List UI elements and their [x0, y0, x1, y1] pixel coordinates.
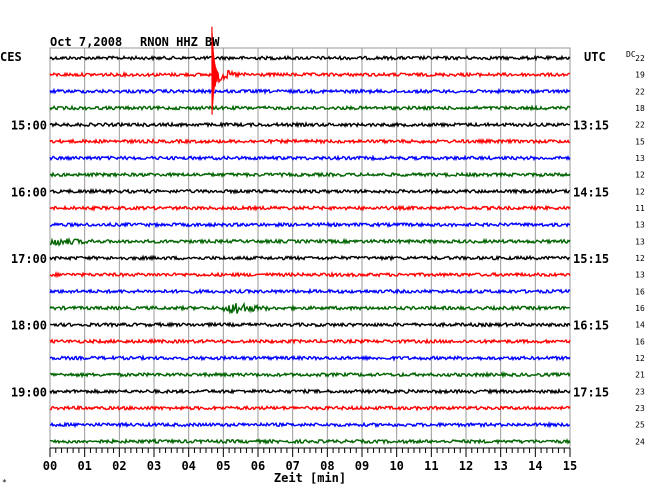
seismic-trace — [49, 287, 571, 295]
dc-value: 13 — [635, 237, 645, 246]
chart-date: Oct 7,2008 — [50, 35, 122, 49]
seismic-trace — [49, 337, 571, 345]
left-time-label: 19:00 — [11, 385, 47, 399]
seismic-trace — [49, 370, 571, 379]
left-time-label: 15:00 — [11, 119, 47, 133]
x-tick-label: 12 — [459, 459, 473, 473]
dc-value: 13 — [635, 221, 645, 230]
seismic-trace — [49, 321, 571, 329]
right-time-label: 16:15 — [573, 319, 609, 333]
corner-mark: * — [2, 478, 7, 487]
dc-value: 13 — [635, 154, 645, 163]
x-tick-label: 00 — [43, 459, 57, 473]
left-timezone-label: CES — [0, 50, 22, 64]
traces — [49, 26, 571, 445]
dc-value: 12 — [635, 171, 645, 180]
dc-value: 12 — [635, 187, 645, 196]
seismic-trace — [49, 437, 571, 445]
left-time-label: 18:00 — [11, 319, 47, 333]
dc-value: 22 — [635, 54, 645, 63]
seismic-trace — [49, 137, 571, 145]
chart-station: RNON HHZ BW — [140, 35, 220, 49]
dc-value: 22 — [635, 121, 645, 130]
dc-value: 24 — [635, 437, 645, 446]
seismic-trace — [49, 270, 571, 279]
x-tick-label: 08 — [320, 459, 334, 473]
event-spike — [211, 26, 219, 115]
seismic-trace — [49, 154, 571, 162]
dc-value: 13 — [635, 271, 645, 280]
dc-value: 11 — [635, 204, 645, 213]
dc-value: 18 — [635, 104, 645, 113]
dc-label: DC — [626, 50, 636, 59]
seismic-trace — [49, 104, 571, 112]
x-tick-label: 01 — [77, 459, 91, 473]
dc-value: 16 — [635, 337, 645, 346]
seismic-trace — [49, 404, 571, 412]
dc-value: 16 — [635, 287, 645, 296]
seismic-trace — [49, 420, 571, 429]
x-tick-label: 04 — [181, 459, 195, 473]
dc-value: 19 — [635, 71, 645, 80]
dc-value: 12 — [635, 354, 645, 363]
left-time-label: 16:00 — [11, 185, 47, 199]
right-time-label: 13:15 — [573, 119, 609, 133]
seismic-trace — [50, 221, 571, 229]
left-time-label: 17:00 — [11, 252, 47, 266]
x-tick-label: 03 — [147, 459, 161, 473]
right-timezone-label: UTC — [584, 50, 606, 64]
dc-value: 15 — [635, 137, 645, 146]
dc-value: 21 — [635, 371, 645, 380]
right-time-label: 15:15 — [573, 252, 609, 266]
dc-value: 23 — [635, 387, 645, 396]
seismic-trace — [49, 301, 571, 315]
seismic-trace — [49, 254, 571, 262]
seismic-trace — [49, 171, 571, 179]
x-axis: 00 01 02 03 04 05 06 07 08 09 10 11 12 13 14 15 — [43, 447, 577, 473]
seismic-trace — [49, 354, 571, 362]
x-tick-label: 10 — [389, 459, 403, 473]
right-time-label: 14:15 — [573, 185, 609, 199]
dc-value: 12 — [635, 254, 645, 263]
x-tick-label: 06 — [251, 459, 265, 473]
dc-value: 25 — [635, 421, 645, 430]
x-tick-label: 02 — [112, 459, 126, 473]
right-time-label: 17:15 — [573, 385, 609, 399]
dc-value: 14 — [635, 321, 645, 330]
x-axis-label: Zeit [min] — [274, 471, 346, 485]
dc-value: 16 — [635, 304, 645, 313]
x-tick-label: 15 — [563, 459, 577, 473]
seismic-trace — [49, 87, 571, 95]
x-tick-label: 05 — [216, 459, 230, 473]
x-tick-label: 07 — [285, 459, 299, 473]
seismic-trace — [49, 187, 571, 195]
x-tick-label: 14 — [528, 459, 542, 473]
dc-value: 22 — [635, 87, 645, 96]
seismic-trace — [49, 61, 570, 87]
seismic-trace — [49, 54, 571, 62]
seismic-trace — [49, 387, 571, 395]
seismic-trace — [49, 121, 571, 129]
x-tick-label: 13 — [493, 459, 507, 473]
dc-value: 23 — [635, 404, 645, 413]
x-tick-label: 09 — [355, 459, 369, 473]
seismic-trace — [49, 204, 571, 212]
labels: 15:00 16:00 17:00 18:00 19:00 13:15 14:15 15:15… — [11, 54, 645, 446]
seismic-trace — [49, 236, 571, 247]
x-tick-label: 11 — [424, 459, 438, 473]
